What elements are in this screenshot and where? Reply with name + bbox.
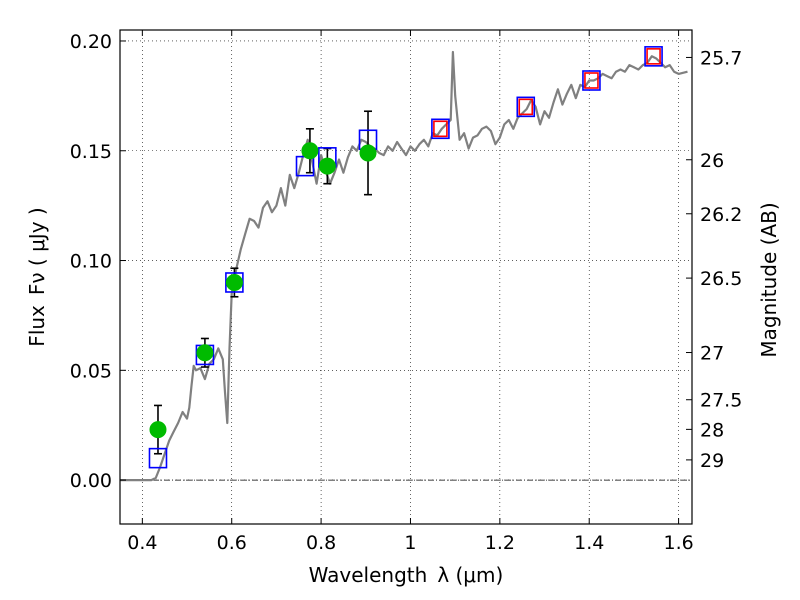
y2-tick-label: 27.5	[700, 390, 742, 412]
observed-point	[149, 421, 167, 439]
observed-point	[301, 142, 319, 160]
x-tick-label: 1.2	[485, 532, 515, 554]
y2-axis-title: Magnitude (AB)	[757, 202, 781, 357]
y2-tick-label: 27	[700, 343, 724, 365]
y2-tick-label: 26.5	[700, 268, 742, 290]
synthetic-ir-square	[433, 120, 448, 138]
model-sed-line	[120, 50, 688, 482]
synthetic-square	[148, 447, 168, 469]
y-tick-label: 0.20	[70, 31, 112, 53]
y-axis-title: FluxFν ( μJy )	[25, 207, 49, 346]
y-axis: 0.00 0.05 0.10 0.15 0.20	[70, 31, 126, 492]
x-tick-label: 1.4	[574, 532, 604, 554]
synthetic-square	[582, 70, 601, 91]
y2-tick-label: 26.2	[700, 204, 742, 226]
y2-tick-label: 29	[700, 450, 724, 472]
x-tick-label: 0.6	[217, 532, 247, 554]
y-tick-label: 0.05	[70, 360, 112, 382]
y2-tick-label: 25.7	[700, 47, 742, 69]
y2-tick-label: 26	[700, 150, 724, 172]
x-tick-label: 1	[404, 532, 416, 554]
observed-point	[359, 144, 377, 162]
observed-point	[225, 273, 243, 291]
x-tick-label: 1.6	[663, 532, 693, 554]
y-tick-label: 0.15	[70, 141, 112, 163]
synthetic-ir-square	[518, 98, 534, 116]
synthetic-square	[644, 46, 663, 67]
synthetic-ir-square	[584, 72, 599, 89]
plot-frame	[119, 29, 693, 525]
x-axis-title: Wavelength λ (μm)	[309, 563, 504, 587]
y-tick-label: 0.00	[70, 470, 112, 492]
x-tick-label: 0.4	[127, 532, 157, 554]
data-layer	[120, 46, 688, 482]
x-tick-label: 0.8	[306, 532, 336, 554]
observed-point	[196, 344, 214, 362]
x-axis: 0.4 0.6 0.8 1 1.2 1.4 1.6	[127, 30, 694, 554]
observed-point	[318, 157, 336, 175]
y2-axis: 25.7 26 26.2 26.5 27 27.5 28 29	[686, 47, 742, 472]
synthetic-square	[516, 96, 536, 118]
synthetic-square	[431, 118, 450, 140]
y2-tick-label: 28	[700, 419, 724, 441]
y-tick-label: 0.10	[70, 251, 112, 273]
synthetic-ir-square	[646, 48, 661, 65]
